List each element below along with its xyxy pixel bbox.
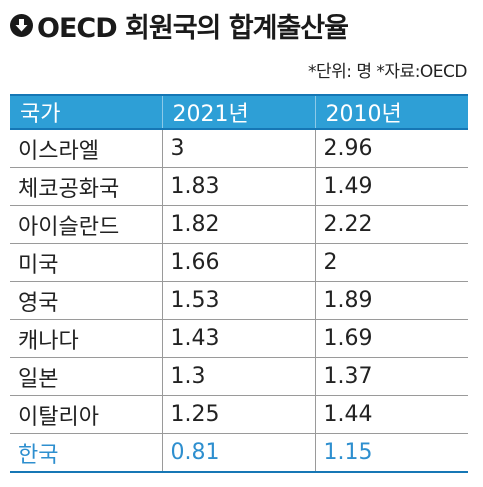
- country-cell: 한국: [10, 433, 163, 473]
- table-body: 이스라엘 3 2.96 체코공화국 1.83 1.49 아이슬란드 1.82 2.22 미국 1.6…: [10, 129, 468, 473]
- fertility-table: 국가 2021년 2010년 이스라엘 3 2.96 체코공화국 1.83 1.49 아이슬…: [10, 94, 468, 473]
- table-row: 일본 1.3 1.37: [10, 357, 468, 396]
- country-cell: 체코공화국: [10, 167, 163, 206]
- table-header-row: 국가 2021년 2010년: [10, 94, 468, 130]
- table-row: 아이슬란드 1.82 2.22: [10, 205, 468, 244]
- value-2021-cell: 1.66: [162, 243, 316, 282]
- country-cell: 일본: [10, 357, 163, 396]
- country-cell: 캐나다: [10, 319, 163, 358]
- table-row: 체코공화국 1.83 1.49: [10, 167, 468, 206]
- page-title: OECD 회원국의 합계출산율: [10, 6, 349, 45]
- value-2010-cell: 1.15: [315, 433, 468, 473]
- value-2010-cell: 2.96: [315, 129, 468, 168]
- table-row: 이탈리아 1.25 1.44: [10, 395, 468, 434]
- value-2021-cell: 0.81: [162, 433, 316, 473]
- value-2021-cell: 1.43: [162, 319, 316, 358]
- page-title-text: OECD 회원국의 합계출산율: [37, 13, 349, 44]
- table-row: 미국 1.66 2: [10, 243, 468, 282]
- value-2021-cell: 1.53: [162, 281, 316, 320]
- value-2021-cell: 1.3: [162, 357, 316, 396]
- country-cell: 미국: [10, 243, 163, 282]
- country-cell: 영국: [10, 281, 163, 320]
- value-2010-cell: 1.44: [315, 395, 468, 434]
- value-2010-cell: 2.22: [315, 205, 468, 244]
- value-2021-cell: 1.25: [162, 395, 316, 434]
- value-2010-cell: 1.89: [315, 281, 468, 320]
- value-2010-cell: 1.49: [315, 167, 468, 206]
- table-row: 캐나다 1.43 1.69: [10, 319, 468, 358]
- down-arrow-circle-icon: [10, 14, 33, 37]
- value-2021-cell: 1.82: [162, 205, 316, 244]
- header-2010: 2010년: [315, 94, 468, 130]
- table-row: 영국 1.53 1.89: [10, 281, 468, 320]
- header-2021: 2021년: [162, 94, 316, 130]
- table-row: 한국 0.81 1.15: [10, 433, 468, 473]
- value-2010-cell: 1.37: [315, 357, 468, 396]
- country-cell: 아이슬란드: [10, 205, 163, 244]
- country-cell: 이스라엘: [10, 129, 163, 168]
- table-row: 이스라엘 3 2.96: [10, 129, 468, 168]
- value-2010-cell: 1.69: [315, 319, 468, 358]
- header-country: 국가: [10, 94, 163, 130]
- value-2021-cell: 3: [162, 129, 316, 168]
- value-2021-cell: 1.83: [162, 167, 316, 206]
- source-note: *단위: 명 *자료:OECD: [307, 62, 468, 82]
- value-2010-cell: 2: [315, 243, 468, 282]
- country-cell: 이탈리아: [10, 395, 163, 434]
